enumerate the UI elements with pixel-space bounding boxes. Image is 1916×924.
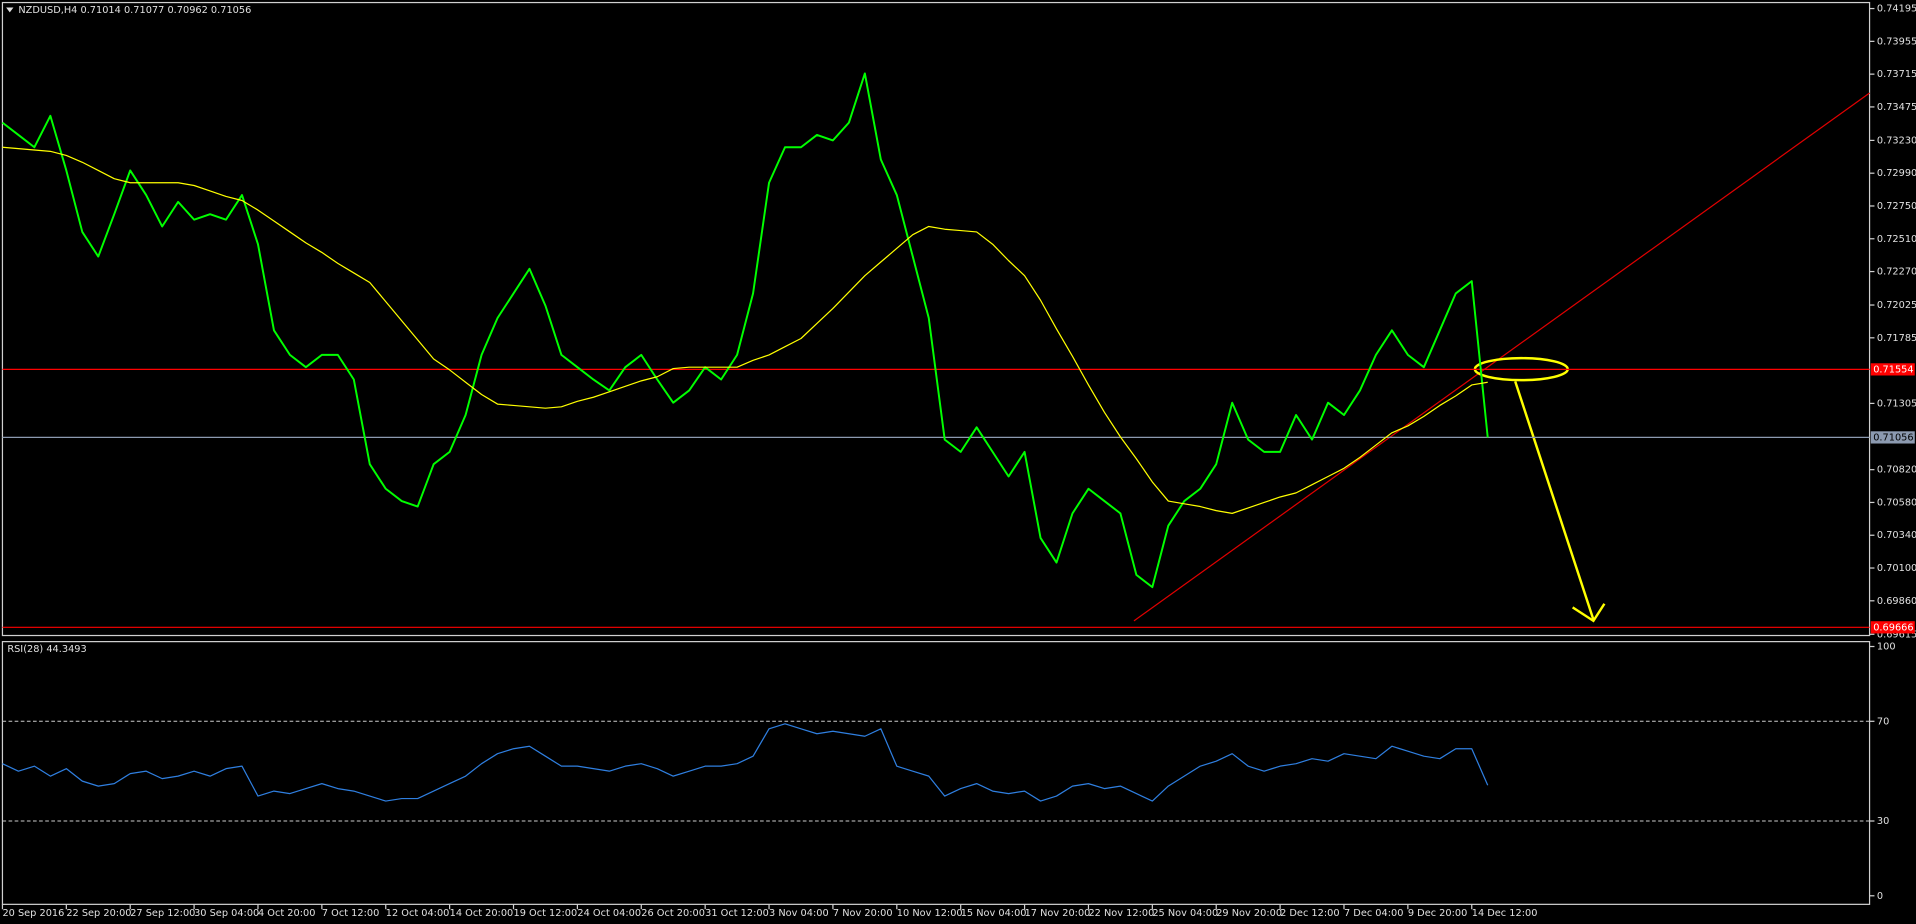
x-tick-label: 29 Nov 20:00 [1216,908,1282,919]
forecast-arrow [1514,380,1595,621]
x-tick-label: 15 Nov 04:00 [961,908,1027,919]
x-tick-label: 22 Nov 12:00 [1088,908,1154,919]
x-tick-label: 9 Dec 20:00 [1408,908,1467,919]
y-tick-label: 0.69615 [1877,629,1916,640]
x-tick-label: 25 Nov 04:00 [1152,908,1218,919]
y-tick-label: 100 [1877,642,1896,653]
x-tick-label: 7 Dec 04:00 [1344,908,1403,919]
x-tick-label: 31 Oct 12:00 [705,908,769,919]
chart-title: NZDUSD,H4 0.71014 0.71077 0.70962 0.7105… [18,5,251,16]
x-tick-label: 22 Sep 20:00 [66,908,131,919]
trend-line [1133,92,1870,622]
x-tick-label: 27 Sep 12:00 [130,908,195,919]
plot-layer: 0.74195 0.73955 0.73715 0.73475 0.73230 0.729… [1,4,1916,919]
y-tick-label: 0.70820 [1877,465,1916,476]
y-tick-label: 0.69860 [1877,596,1916,607]
x-tick-label: 30 Sep 04:00 [194,908,259,919]
x-tick-label: 2 Dec 12:00 [1280,908,1339,919]
x-tick-label: 20 Sep 2016 [2,908,64,919]
x-tick-label: 4 Oct 20:00 [258,908,315,919]
price-level-box [1870,431,1915,444]
x-tick-label: 26 Oct 20:00 [641,908,705,919]
y-tick-label: 0.70580 [1877,497,1916,508]
y-tick-label: 0.71785 [1877,333,1916,344]
y-tick-label: 0.72750 [1877,201,1916,212]
price-level-label: 0.69666 [1873,622,1913,633]
rsi-frame [1,641,1871,905]
x-tick-label: 19 Oct 12:00 [514,908,578,919]
y-tick-label: 0.71305 [1877,398,1916,409]
y-tick-label: 0.70340 [1877,530,1916,541]
y-tick-label: 0.74195 [1877,4,1916,15]
y-tick-label: 0.73230 [1877,135,1916,146]
y-tick-label: 0.72510 [1877,234,1916,245]
x-tick-label: 3 Nov 04:00 [769,908,829,919]
y-tick-label: 0.72025 [1877,300,1916,311]
y-tick-label: 0.72990 [1877,168,1916,179]
price-line [1,72,1489,589]
price-level-box [1870,363,1915,376]
x-tick-label: 17 Nov 20:00 [1025,908,1091,919]
x-tick-label: 14 Oct 20:00 [450,908,514,919]
y-tick-label: 30 [1877,816,1889,827]
x-tick-label: 7 Oct 12:00 [322,908,379,919]
x-tick-label: 14 Dec 12:00 [1472,908,1538,919]
price-level-label: 0.71554 [1873,364,1913,375]
rsi-line [2,723,1489,802]
forecast-arrowhead [1571,603,1606,623]
y-tick-label: 0.73955 [1877,36,1916,47]
x-tick-label: 12 Oct 04:00 [386,908,450,919]
y-tick-label: 0.73475 [1877,102,1916,113]
moving-average [2,146,1488,514]
x-tick-label: 7 Nov 20:00 [833,908,893,919]
price-frame [1,1,1871,637]
y-tick-label: 0.73715 [1877,69,1916,80]
y-tick-label: 0.70100 [1877,563,1916,574]
y-tick-label: 0 [1877,891,1883,902]
menu-arrow [6,7,14,13]
x-tick-label: 10 Nov 12:00 [897,908,963,919]
x-tick-label: 24 Oct 04:00 [577,908,641,919]
price-level-label: 0.71056 [1873,432,1913,443]
y-tick-label: 0.72270 [1877,267,1916,278]
rsi-title: RSI(28) 44.3493 [7,644,86,655]
price-level-box [1870,621,1915,634]
y-tick-label: 70 [1877,716,1889,727]
